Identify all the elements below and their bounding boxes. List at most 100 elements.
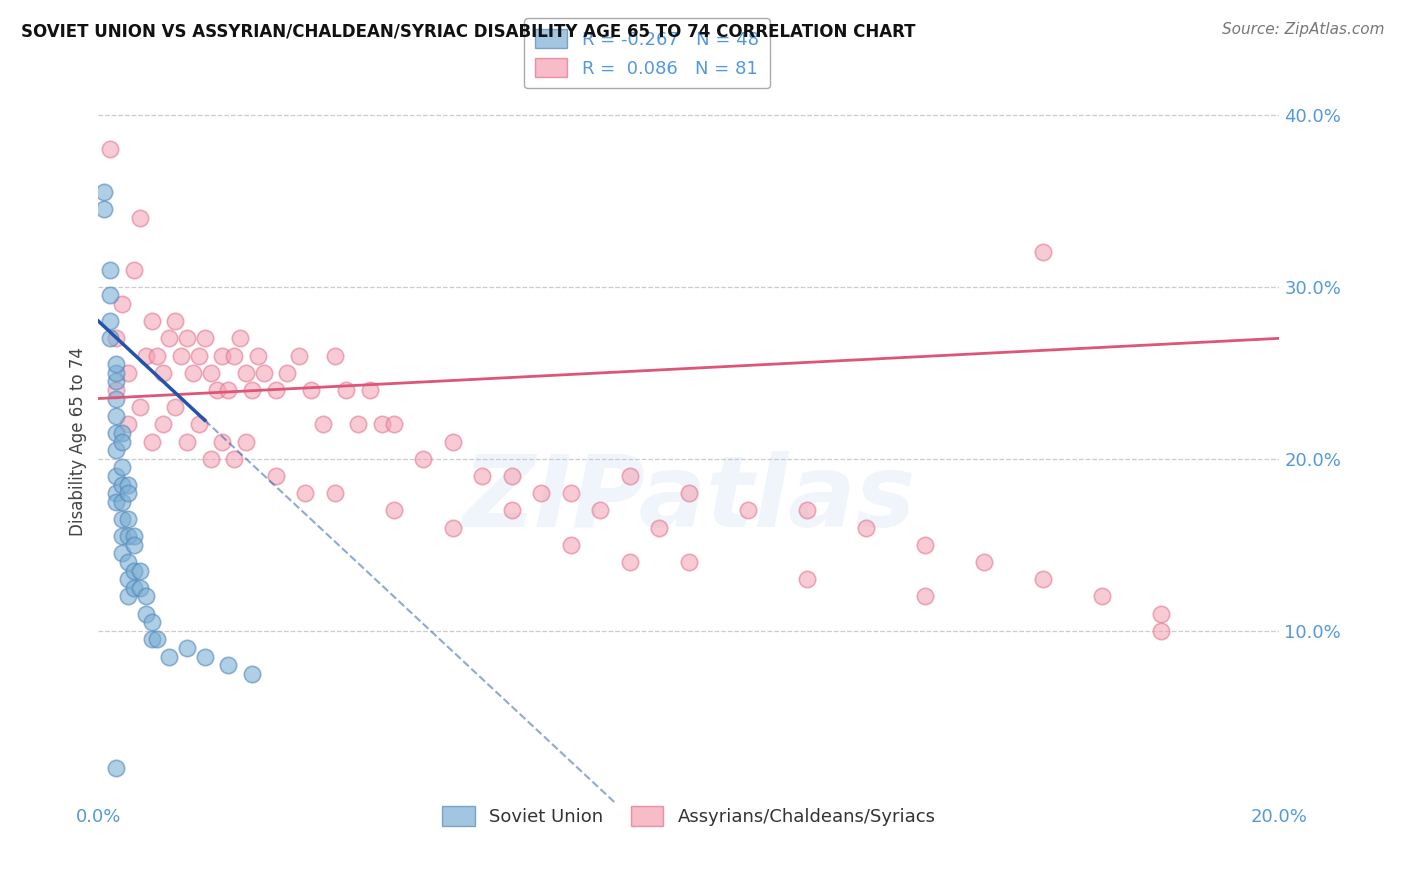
Point [165,400,187,414]
Point [111,434,134,449]
Point [294,486,316,500]
Point [117,366,139,380]
Legend: Soviet Union, Assyrians/Chaldeans/Syriacs: Soviet Union, Assyrians/Chaldeans/Syriac… [436,799,942,833]
Point [359,383,381,397]
Point [98,262,121,277]
Point [619,555,641,569]
Point [501,503,523,517]
Point [105,383,128,397]
Point [128,211,150,225]
Point [117,477,139,491]
Point [157,331,180,345]
Point [105,409,128,423]
Point [122,262,145,277]
Point [141,314,163,328]
Point [648,520,671,534]
Point [240,383,263,397]
Point [312,417,335,432]
Point [737,503,759,517]
Point [128,400,150,414]
Point [347,417,370,432]
Point [152,417,174,432]
Point [235,366,257,380]
Point [122,564,145,578]
Point [93,202,115,217]
Point [187,349,209,363]
Point [914,538,936,552]
Point [165,314,187,328]
Point [796,503,818,517]
Point [98,142,121,156]
Point [589,503,612,517]
Point [157,649,180,664]
Point [187,417,209,432]
Point [98,331,121,345]
Point [152,366,174,380]
Point [105,443,128,458]
Point [471,469,494,483]
Point [141,615,163,630]
Point [323,349,346,363]
Point [135,607,157,621]
Point [146,632,169,647]
Point [619,469,641,483]
Point [111,546,134,560]
Point [211,434,233,449]
Point [105,331,128,345]
Point [111,297,134,311]
Point [111,460,134,475]
Point [194,649,217,664]
Point [412,451,434,466]
Point [1150,607,1173,621]
Point [382,417,405,432]
Point [105,469,128,483]
Point [253,366,276,380]
Point [973,555,995,569]
Point [211,349,233,363]
Point [105,375,128,389]
Point [914,590,936,604]
Point [122,538,145,552]
Point [117,555,139,569]
Point [246,349,269,363]
Point [855,520,877,534]
Point [229,331,252,345]
Point [111,494,134,508]
Point [105,486,128,500]
Point [335,383,357,397]
Point [105,366,128,380]
Point [1091,590,1114,604]
Point [146,349,169,363]
Point [264,383,287,397]
Point [796,572,818,586]
Point [560,538,582,552]
Point [224,349,246,363]
Point [299,383,322,397]
Y-axis label: Disability Age 65 to 74: Disability Age 65 to 74 [69,347,87,536]
Point [1032,245,1054,260]
Point [678,486,700,500]
Point [276,366,298,380]
Point [235,434,257,449]
Point [141,434,163,449]
Point [176,434,198,449]
Point [530,486,553,500]
Point [98,288,121,302]
Point [200,366,222,380]
Text: SOVIET UNION VS ASSYRIAN/CHALDEAN/SYRIAC DISABILITY AGE 65 TO 74 CORRELATION CHA: SOVIET UNION VS ASSYRIAN/CHALDEAN/SYRIAC… [21,22,915,40]
Point [441,520,464,534]
Point [122,529,145,543]
Point [141,632,163,647]
Point [1150,624,1173,638]
Point [194,331,217,345]
Point [117,486,139,500]
Point [205,383,228,397]
Point [111,512,134,526]
Point [224,451,246,466]
Point [111,425,134,440]
Point [128,564,150,578]
Point [98,314,121,328]
Point [181,366,204,380]
Point [105,357,128,371]
Point [560,486,582,500]
